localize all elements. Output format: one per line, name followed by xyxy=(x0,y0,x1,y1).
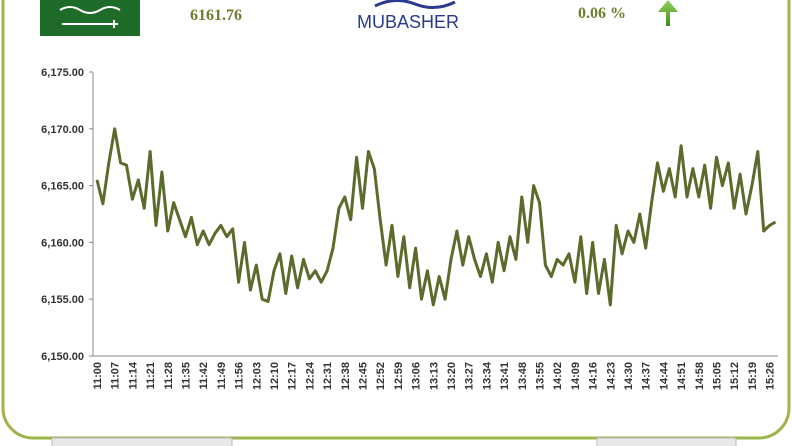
x-tick-label: 14:09 xyxy=(570,362,582,390)
x-tick-label: 12:38 xyxy=(340,362,352,390)
x-tick-label: 12:31 xyxy=(322,362,334,390)
y-tick-label: 6,175.00 xyxy=(41,67,84,79)
up-arrow xyxy=(658,0,678,26)
x-tick-label: 14:44 xyxy=(658,361,670,390)
x-tick-label: 12:59 xyxy=(393,362,405,390)
x-tick-label: 12:03 xyxy=(251,362,263,390)
x-tick-label: 14:16 xyxy=(588,362,600,390)
x-tick-label: 13:27 xyxy=(464,362,476,390)
y-tick-label: 6,170.00 xyxy=(41,124,84,136)
bottom-box-left xyxy=(51,437,233,446)
y-tick-label: 6,150.00 xyxy=(41,351,84,363)
x-tick-label: 11:00 xyxy=(92,362,104,390)
x-tick-label: 15:12 xyxy=(729,362,741,390)
x-tick-label: 12:52 xyxy=(375,362,387,390)
y-tick-label: 6,165.00 xyxy=(41,181,84,193)
x-tick-label: 11:14 xyxy=(127,361,139,389)
logo-mark xyxy=(374,0,456,9)
x-tick-label: 14:51 xyxy=(676,362,688,390)
price-line xyxy=(95,127,777,307)
x-tick-label: 14:02 xyxy=(552,362,564,390)
x-tick-label: 15:26 xyxy=(765,362,777,390)
flag xyxy=(40,0,140,36)
x-tick-label: 14:30 xyxy=(623,362,635,390)
x-tick-label: 11:07 xyxy=(110,362,122,390)
x-tick-label: 15:05 xyxy=(712,362,724,390)
x-tick-label: 14:37 xyxy=(641,362,653,390)
x-tick-label: 11:28 xyxy=(163,362,175,390)
logo-text: MUBASHER xyxy=(357,12,459,32)
x-tick-label: 13:48 xyxy=(517,362,529,390)
y-tick-label: 6,160.00 xyxy=(41,237,84,249)
x-tick-label: 11:35 xyxy=(181,362,193,390)
x-tick-label: 11:56 xyxy=(234,362,246,390)
x-tick-label: 12:10 xyxy=(269,362,281,390)
x-tick-label: 11:49 xyxy=(216,362,228,390)
x-tick-label: 14:23 xyxy=(605,362,617,390)
x-tick-label: 13:06 xyxy=(411,362,423,390)
x-tick-label: 15:19 xyxy=(747,362,759,390)
x-tick-label: 14:58 xyxy=(694,362,706,390)
x-tick-label: 13:41 xyxy=(499,362,511,390)
x-tick-label: 12:45 xyxy=(358,362,370,390)
change-percent: 0.06 % xyxy=(578,5,626,22)
x-tick-label: 13:20 xyxy=(446,362,458,390)
x-tick-label: 13:13 xyxy=(428,362,440,390)
x-tick-label: 12:17 xyxy=(287,362,299,390)
x-tick-label: 12:24 xyxy=(304,361,316,390)
x-tick-label: 13:55 xyxy=(535,362,547,390)
x-tick-label: 13:34 xyxy=(481,361,493,390)
bottom-box-right xyxy=(596,437,737,446)
index-value: 6161.76 xyxy=(190,7,242,24)
x-tick-label: 11:21 xyxy=(145,362,157,390)
y-tick-label: 6,155.00 xyxy=(41,294,84,306)
x-tick-label: 11:42 xyxy=(198,362,210,390)
